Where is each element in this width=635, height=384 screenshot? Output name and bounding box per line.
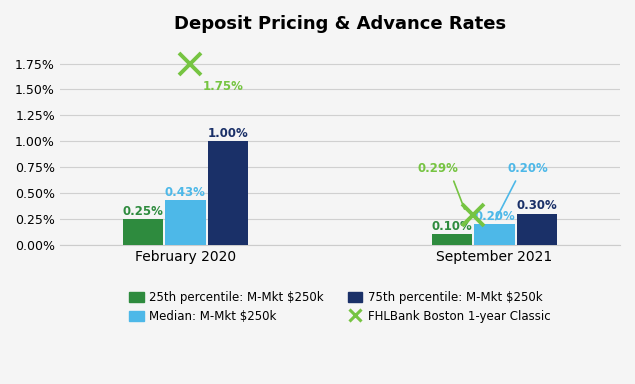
Bar (123, 219, 163, 245)
Text: 0.30%: 0.30% (516, 200, 558, 212)
Text: 1.75%: 1.75% (203, 80, 244, 93)
Legend: 25th percentile: M-Mkt $250k, Median: M-Mkt $250k, 75th percentile: M-Mkt $250k,: 25th percentile: M-Mkt $250k, Median: M-… (124, 286, 555, 328)
Text: 1.00%: 1.00% (208, 127, 248, 140)
Text: 0.10%: 0.10% (432, 220, 472, 233)
Bar (517, 214, 557, 245)
Text: 0.20%: 0.20% (474, 210, 515, 223)
Bar (208, 141, 248, 245)
Text: 0.43%: 0.43% (165, 186, 206, 199)
Bar (432, 235, 472, 245)
Bar (165, 200, 206, 245)
Text: 0.20%: 0.20% (507, 162, 548, 175)
Bar (474, 224, 514, 245)
Text: 0.29%: 0.29% (418, 162, 459, 175)
Text: 0.25%: 0.25% (123, 205, 163, 218)
Title: Deposit Pricing & Advance Rates: Deposit Pricing & Advance Rates (174, 15, 506, 33)
